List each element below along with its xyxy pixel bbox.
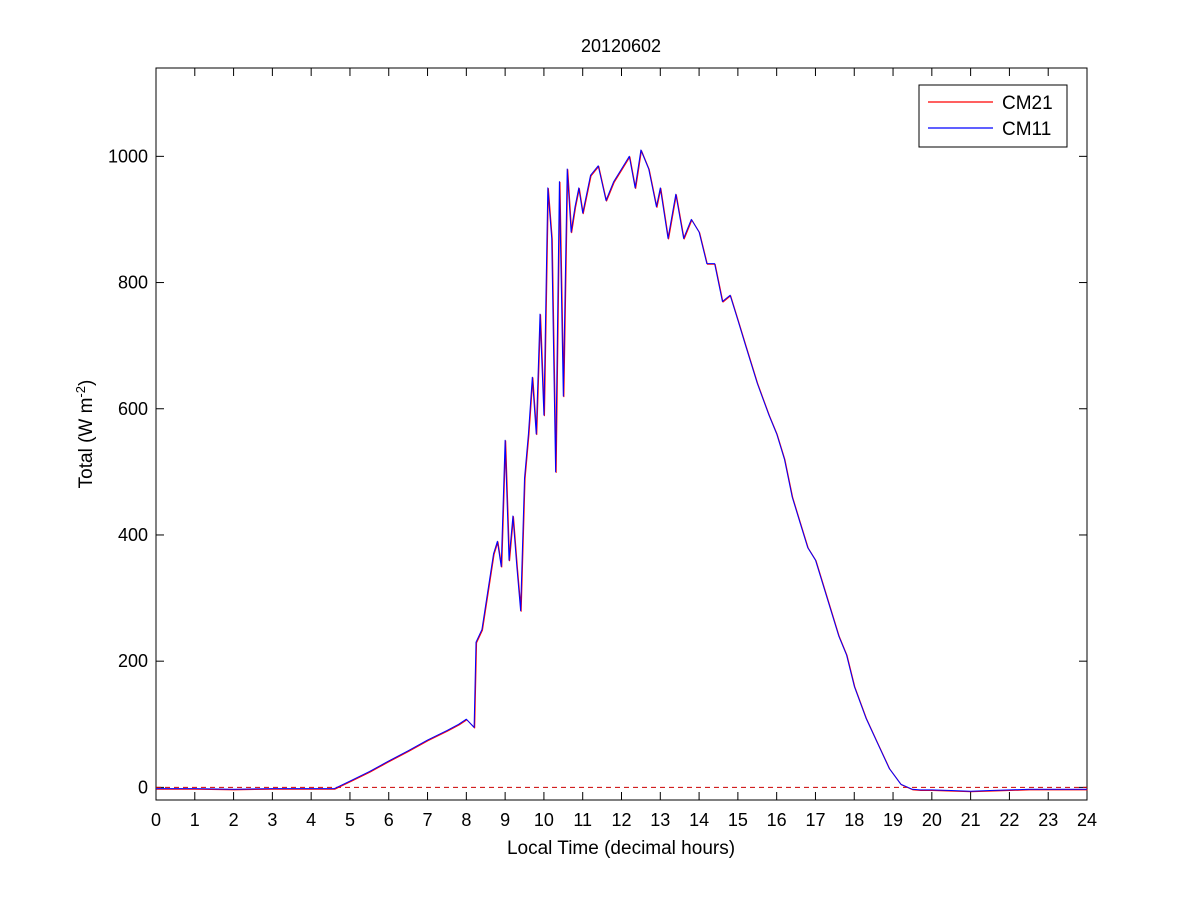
legend-label-cm21: CM21 (1002, 93, 1053, 114)
x-tick-label: 14 (689, 810, 709, 830)
x-tick-label: 2 (229, 810, 239, 830)
x-tick-label: 16 (767, 810, 787, 830)
x-tick-label: 7 (423, 810, 433, 830)
x-axis-label: Local Time (decimal hours) (507, 838, 735, 859)
x-tick-label: 9 (500, 810, 510, 830)
x-tick-label: 24 (1077, 810, 1097, 830)
x-tick-label: 18 (844, 810, 864, 830)
x-tick-label: 6 (384, 810, 394, 830)
x-tick-label: 20 (922, 810, 942, 830)
y-tick-label: 1000 (108, 146, 148, 166)
x-tick-label: 15 (728, 810, 748, 830)
x-tick-label: 11 (573, 810, 592, 830)
x-tick-label: 12 (611, 810, 631, 830)
y-tick-label: 600 (118, 399, 148, 419)
y-tick-label: 800 (118, 273, 148, 293)
chart-title: 20120602 (581, 36, 661, 56)
legend-box (918, 84, 1068, 148)
x-tick-label: 21 (961, 810, 981, 830)
x-tick-label: 3 (267, 810, 277, 830)
y-axis-label-close: ) (76, 380, 97, 386)
x-tick-label: 17 (805, 810, 825, 830)
legend: CM21 CM11 (918, 84, 1068, 148)
y-tick-label: 400 (118, 525, 148, 545)
x-tick-label: 5 (345, 810, 355, 830)
y-axis-label: Total (W m-2) (73, 380, 97, 489)
x-tick-label: 19 (883, 810, 903, 830)
y-axis-label-main: Total (W m (76, 398, 97, 489)
x-tick-label: 10 (534, 810, 554, 830)
x-tick-label: 4 (306, 810, 316, 830)
plot-area (155, 67, 1088, 801)
x-tick-label: 13 (650, 810, 670, 830)
y-axis-ticks: 0 200 400 600 800 1000 (108, 146, 1087, 797)
y-tick-label: 200 (118, 651, 148, 671)
x-axis-ticks: 0 1 2 3 4 5 6 7 8 9 10 11 12 13 14 15 16 17 18 19 20 21 22 23 24 (151, 68, 1097, 830)
x-tick-label: 0 (151, 810, 161, 830)
y-tick-label: 0 (138, 777, 148, 797)
y-axis-label-superscript: -2 (73, 386, 88, 398)
x-tick-label: 8 (461, 810, 471, 830)
x-tick-label: 1 (190, 810, 200, 830)
x-tick-label: 23 (1038, 810, 1058, 830)
series-layer (156, 149, 1088, 793)
legend-label-cm11: CM11 (1002, 119, 1051, 140)
series-line-cm11 (156, 149, 1087, 792)
x-tick-label: 22 (999, 810, 1019, 830)
